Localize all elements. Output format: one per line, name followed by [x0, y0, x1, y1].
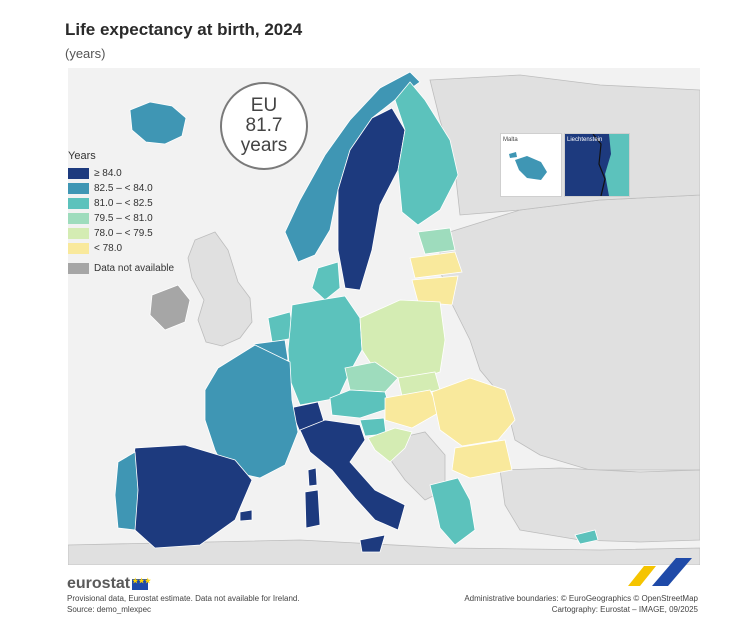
region-gozo: [509, 152, 517, 158]
region-france: [204, 344, 299, 479]
legend-swatch: [68, 212, 89, 224]
footer-source: Source: demo_mlexpec: [67, 605, 152, 614]
eu-badge-value: 81.7: [245, 115, 283, 137]
legend-label: 82.5 – < 84.0: [94, 182, 153, 194]
inset-liechtenstein: Liechtenstein: [564, 133, 630, 197]
legend-swatch: [68, 227, 89, 239]
legend-items: ≥ 84.0 82.5 – < 84.0 81.0 – < 82.5 79.5 – <…: [68, 166, 208, 255]
region-denmark: [311, 261, 341, 301]
eurostat-logo: eurostat ★★★: [67, 575, 151, 593]
region-estonia: [417, 227, 456, 255]
legend-item: 82.5 – < 84.0: [68, 181, 208, 195]
region-lithuania: [411, 275, 459, 306]
legend-swatch: [68, 167, 89, 179]
region-sweden: [337, 107, 406, 291]
legend-item: 79.5 – < 81.0: [68, 211, 208, 225]
region-romania: [431, 377, 516, 447]
region-north-africa: [68, 539, 700, 565]
region-finland: [394, 81, 459, 226]
europe-map: [68, 71, 700, 565]
region-turkey: [499, 467, 700, 543]
region-portugal: [114, 451, 139, 531]
legend-item: 81.0 – < 82.5: [68, 196, 208, 210]
region-bulgaria: [451, 439, 513, 479]
legend-label: ≥ 84.0: [94, 167, 122, 179]
legend-swatch: [68, 242, 89, 254]
legend-item: ≥ 84.0: [68, 166, 208, 180]
footer-credit-boundaries: Administrative boundaries: © EuroGeograp…: [464, 594, 698, 603]
region-greece: [429, 477, 476, 546]
legend: Years ≥ 84.0 82.5 – < 84.0 81.0 – < 82.5 79…: [68, 150, 208, 276]
inset-malta: Malta: [500, 133, 562, 197]
legend-swatch: [68, 182, 89, 194]
eu-badge-unit: years: [240, 134, 288, 156]
region-croatia: [367, 427, 413, 463]
region-latvia: [409, 251, 463, 279]
eu-average-badge: EU 81.7 years: [220, 82, 308, 170]
footer-note-1: Provisional data, Eurostat estimate. Dat…: [67, 594, 300, 603]
footer-notes: Provisional data, Eurostat estimate. Dat…: [67, 593, 300, 615]
legend-label: 81.0 – < 82.5: [94, 197, 153, 209]
map-title: Life expectancy at birth, 2024: [65, 20, 303, 39]
region-sicily: [359, 534, 386, 553]
legend-swatch-na: [68, 262, 89, 274]
eurostat-logo-text: eurostat: [67, 575, 131, 592]
malta-map: [509, 152, 547, 180]
legend-item: < 78.0: [68, 241, 208, 255]
legend-label: 79.5 – < 81.0: [94, 212, 153, 224]
legend-item-na: Data not available: [68, 261, 208, 275]
region-cyprus: [574, 529, 599, 545]
region-malta: [515, 156, 547, 180]
inset-malta-label: Malta: [503, 137, 518, 143]
legend-label-na: Data not available: [94, 262, 175, 274]
legend-title: Years: [68, 150, 96, 162]
region-corsica: [307, 467, 318, 487]
region-sardinia: [304, 489, 321, 529]
region-balearic: [239, 509, 253, 522]
legend-label: 78.0 – < 79.5: [94, 227, 153, 239]
legend-label: < 78.0: [94, 242, 123, 254]
footer-credits: Administrative boundaries: © EuroGeograp…: [464, 593, 698, 615]
region-ireland: [149, 284, 191, 331]
region-poland: [359, 299, 446, 383]
region-uk: [187, 231, 253, 347]
region-czechia: [344, 361, 399, 393]
liechtenstein-map: [565, 134, 629, 196]
legend-item: 78.0 – < 79.5: [68, 226, 208, 240]
region-austria: [329, 389, 391, 419]
footer-credit-cartography: Cartography: Eurostat – IMAGE, 09/2025: [551, 605, 698, 614]
inset-liechtenstein-label: Liechtenstein: [567, 137, 603, 143]
eu-badge-label: EU: [250, 95, 278, 117]
region-spain: [129, 444, 253, 549]
region-iceland: [129, 101, 187, 145]
map-subtitle: (years): [65, 46, 106, 61]
region-hungary: [384, 389, 441, 429]
region-germany: [287, 295, 363, 406]
eurostat-corner-mark: [628, 558, 692, 586]
region-italy: [299, 419, 406, 531]
eu-flag-icon: ★★★: [132, 578, 151, 590]
legend-swatch: [68, 197, 89, 209]
